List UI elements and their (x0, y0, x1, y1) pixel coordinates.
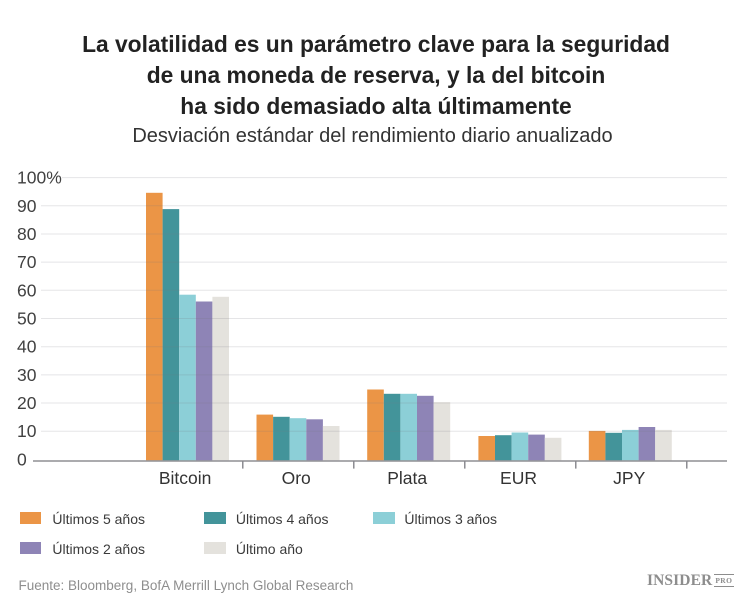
svg-text:80: 80 (17, 224, 37, 244)
svg-text:Oro: Oro (282, 468, 311, 488)
svg-text:50: 50 (17, 309, 37, 329)
svg-text:0: 0 (17, 449, 27, 469)
svg-text:70: 70 (17, 252, 37, 272)
svg-text:JPY: JPY (613, 468, 645, 488)
svg-text:90: 90 (17, 196, 37, 216)
svg-text:60: 60 (17, 280, 37, 300)
svg-text:Bitcoin: Bitcoin (159, 468, 212, 488)
svg-text:10: 10 (17, 421, 37, 441)
svg-text:Plata: Plata (387, 468, 427, 488)
svg-text:20: 20 (17, 393, 37, 413)
svg-text:30: 30 (17, 365, 37, 385)
svg-text:100%: 100% (17, 168, 62, 188)
svg-text:EUR: EUR (500, 468, 537, 488)
svg-text:40: 40 (17, 337, 37, 357)
